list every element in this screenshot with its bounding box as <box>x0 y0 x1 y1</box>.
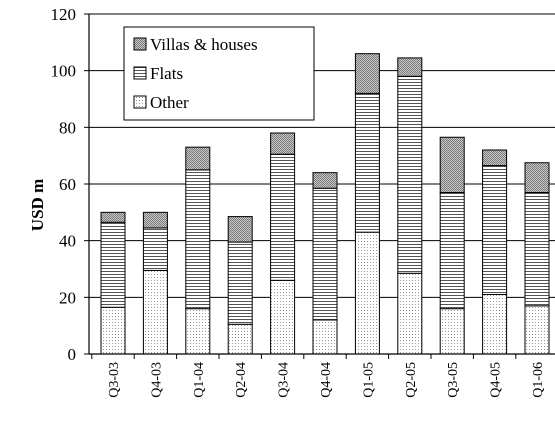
legend-label-other: Other <box>150 93 189 112</box>
legend-swatch-other <box>133 95 147 109</box>
bar-other-q1-06 <box>524 305 550 355</box>
legend-swatch-villas-and-houses <box>133 37 147 51</box>
bar-flats-q3-04 <box>270 153 296 281</box>
bar-flats-q4-05 <box>482 165 508 295</box>
x-tick-label: Q1-05 <box>361 362 376 398</box>
bar-flats-q1-04 <box>185 169 211 310</box>
bar-other-q3-05 <box>439 308 465 355</box>
x-tick-label: Q2-05 <box>404 362 419 398</box>
bar-villas-and-houses-q1-06 <box>524 162 550 193</box>
bar-flats-q3-03 <box>100 221 126 308</box>
bar-flats-q4-03 <box>142 227 168 271</box>
y-tick-label: 60 <box>59 175 76 194</box>
y-tick-label: 120 <box>51 5 77 24</box>
x-tick-label: Q1-04 <box>192 362 207 398</box>
x-tick-label: Q2-04 <box>234 362 249 398</box>
bar-flats-q1-06 <box>524 192 550 307</box>
x-tick-label: Q3-04 <box>277 362 292 398</box>
legend: Villas & houses Flats Other <box>123 26 315 121</box>
bars <box>100 53 550 355</box>
bar-other-q2-04 <box>227 323 253 355</box>
bar-other-q2-05 <box>397 272 423 355</box>
bar-villas-and-houses-q4-04 <box>312 172 338 189</box>
y-tick-label: 80 <box>59 118 76 137</box>
bar-other-q3-03 <box>100 306 126 355</box>
bar-other-q1-04 <box>185 308 211 355</box>
bar-villas-and-houses-q3-05 <box>439 136 465 193</box>
legend-label-flats: Flats <box>150 64 183 83</box>
y-tick-label: 20 <box>59 288 76 307</box>
x-tick-labels: Q3-03 Q4-03 Q1-04 Q2-04 Q3-04 Q4-04 Q1-05 Q2-05… <box>107 362 546 398</box>
x-tick-label: Q4-03 <box>149 362 164 398</box>
bar-villas-and-houses-q1-04 <box>185 146 211 171</box>
bar-villas-and-houses-q1-05 <box>354 53 380 94</box>
y-tick-label: 40 <box>59 232 76 251</box>
y-axis-label: USD m <box>28 179 47 231</box>
x-tick-label: Q1-06 <box>531 362 546 398</box>
bar-other-q4-05 <box>482 294 508 355</box>
y-tick-label: 100 <box>51 62 77 81</box>
bar-flats-q4-04 <box>312 187 338 321</box>
bar-villas-and-houses-q3-04 <box>270 132 296 155</box>
legend-box <box>123 26 315 121</box>
bar-flats-q2-05 <box>397 75 423 274</box>
bar-other-q3-04 <box>270 279 296 355</box>
bar-other-q4-04 <box>312 319 338 355</box>
x-tick-label: Q3-03 <box>107 362 122 398</box>
bar-villas-and-houses-q4-05 <box>482 149 508 167</box>
x-tick-label: Q3-05 <box>446 362 461 398</box>
y-tick-labels: 0 20 40 60 80 100 120 <box>51 5 77 364</box>
bar-other-q4-03 <box>142 269 168 355</box>
bar-villas-and-houses-q4-03 <box>142 211 168 229</box>
legend-swatch-flats <box>133 66 147 80</box>
legend-label-villas-and-houses: Villas & houses <box>150 35 258 54</box>
bar-villas-and-houses-q3-03 <box>100 211 126 223</box>
bar-flats-q3-05 <box>439 192 465 310</box>
bar-other-q1-05 <box>354 231 380 355</box>
axes <box>84 13 555 359</box>
x-tick-label: Q4-04 <box>319 362 334 398</box>
bar-flats-q1-05 <box>354 92 380 233</box>
bar-villas-and-houses-q2-04 <box>227 216 253 243</box>
y-tick-label: 0 <box>68 345 77 364</box>
bar-flats-q2-04 <box>227 241 253 325</box>
bar-villas-and-houses-q2-05 <box>397 57 423 77</box>
x-tick-label: Q4-05 <box>489 362 504 398</box>
